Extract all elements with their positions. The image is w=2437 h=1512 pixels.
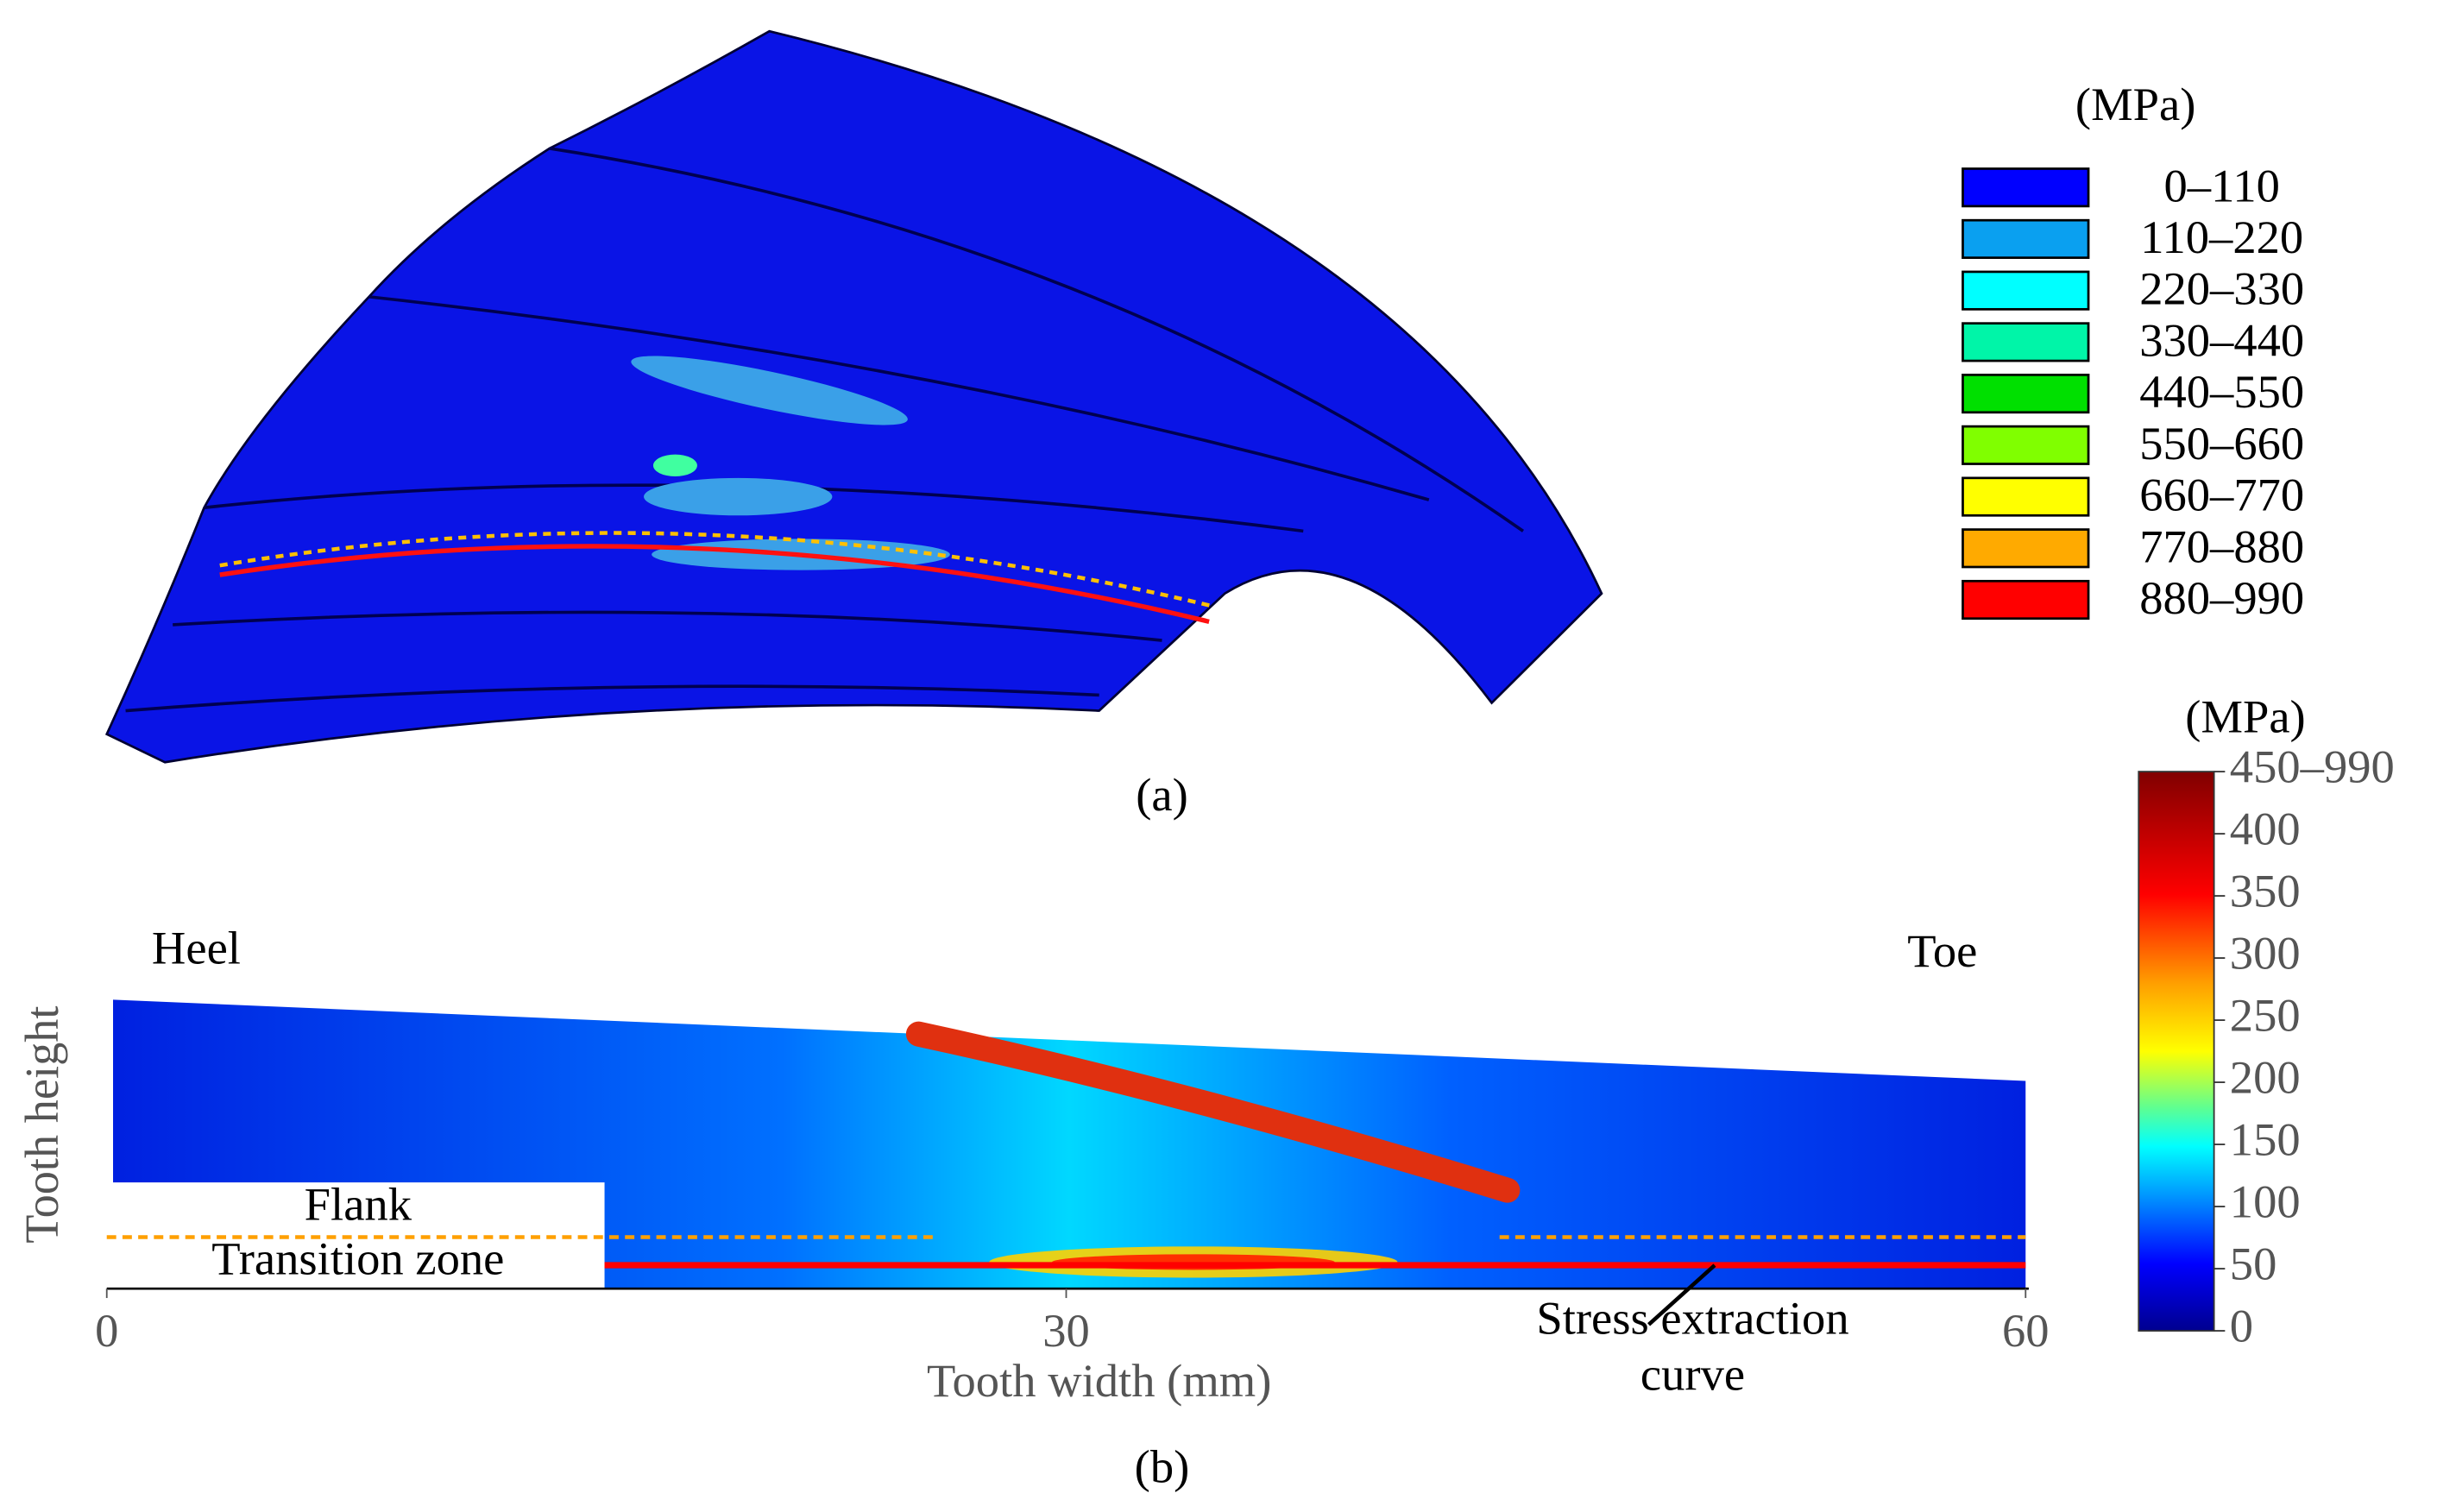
x-axis-label: Tooth width (mm) bbox=[927, 1354, 1271, 1407]
colorbar-tick-label: 400 bbox=[2230, 803, 2301, 855]
legend-unit: (MPa) bbox=[2075, 78, 2195, 130]
colorbar-tick-label: 300 bbox=[2230, 927, 2301, 980]
legend-swatch bbox=[1962, 528, 2090, 569]
colorbar bbox=[2138, 771, 2215, 1332]
colorbar-tick-label: 350 bbox=[2230, 865, 2301, 917]
annotation: Transition zone bbox=[211, 1232, 504, 1285]
colorbar-tick-label: 0 bbox=[2230, 1300, 2253, 1352]
legend-swatch bbox=[1962, 425, 2090, 465]
legend-swatch bbox=[1962, 270, 2090, 311]
colorbar-tick-label: 150 bbox=[2230, 1113, 2301, 1166]
legend-swatch bbox=[1962, 167, 2090, 208]
x-tick-label: 0 bbox=[95, 1304, 118, 1357]
legend-swatch bbox=[1962, 476, 2090, 517]
legend-label: 440–550 bbox=[2139, 365, 2304, 418]
legend-swatch bbox=[1962, 374, 2090, 414]
caption: (b) bbox=[1135, 1440, 1190, 1493]
stress-map bbox=[106, 999, 2029, 1326]
legend-label: 550–660 bbox=[2139, 417, 2304, 469]
legend-label: 220–330 bbox=[2139, 262, 2304, 315]
x-tick-label: 60 bbox=[2002, 1304, 2050, 1357]
annotation: Flank bbox=[305, 1177, 412, 1230]
annotation: Stress extraction bbox=[1536, 1292, 1848, 1345]
x-tick-label: 30 bbox=[1042, 1304, 1090, 1357]
gear-model bbox=[104, 29, 1603, 764]
colorbar-tick-label: 100 bbox=[2230, 1175, 2301, 1228]
colorbar-tick-label: 450–990 bbox=[2230, 740, 2395, 793]
annotation: curve bbox=[1640, 1348, 1745, 1401]
legend-swatch bbox=[1962, 218, 2090, 259]
legend-swatch bbox=[1962, 322, 2090, 362]
annotation: Toe bbox=[1907, 924, 1977, 977]
colorbar-tick-label: 200 bbox=[2230, 1051, 2301, 1104]
legend-label: 330–440 bbox=[2139, 314, 2304, 367]
legend-label: 660–770 bbox=[2139, 469, 2304, 521]
legend-swatch bbox=[1962, 579, 2090, 621]
y-axis-label: Tooth height bbox=[16, 1006, 68, 1244]
colorbar-tick-label: 250 bbox=[2230, 989, 2301, 1042]
annotation: Heel bbox=[152, 922, 241, 974]
legend-label: 110–220 bbox=[2140, 211, 2303, 263]
legend-label: 770–880 bbox=[2139, 520, 2304, 572]
legend-label: 880–990 bbox=[2139, 571, 2304, 624]
colorbar-unit: (MPa) bbox=[2185, 690, 2305, 743]
colorbar-tick-label: 50 bbox=[2230, 1238, 2277, 1290]
caption: (a) bbox=[1136, 768, 1188, 821]
legend-label: 0–110 bbox=[2163, 159, 2279, 211]
